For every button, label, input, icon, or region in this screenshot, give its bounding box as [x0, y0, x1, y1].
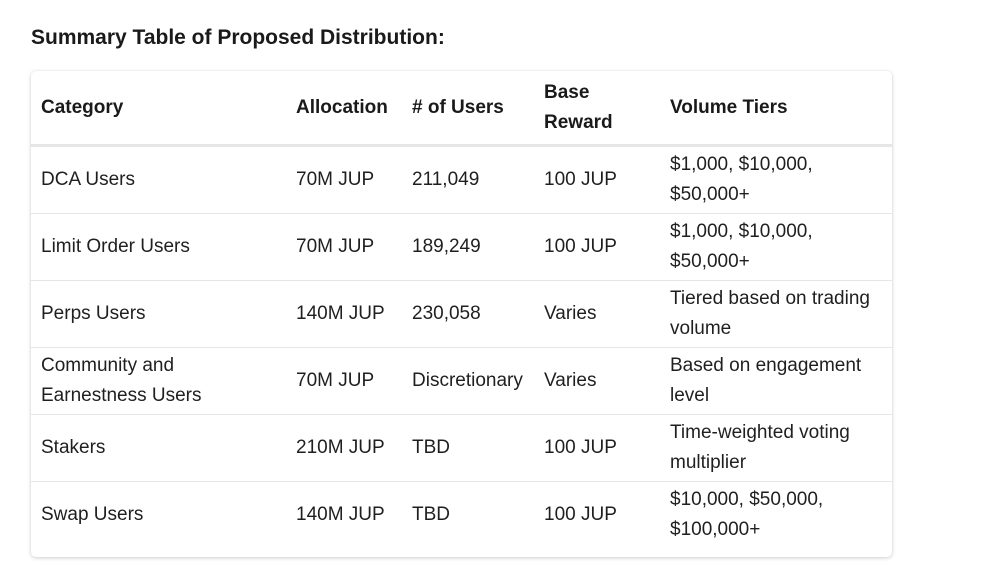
cell-allocation: 210M JUP	[286, 414, 402, 482]
cell-users: 230,058	[402, 280, 534, 348]
cell-allocation: 140M JUP	[296, 504, 385, 525]
cell-base-reward: 100 JUP	[534, 213, 660, 281]
header-allocation: Allocation	[286, 71, 402, 147]
cell-category: Stakers	[31, 414, 286, 482]
cell-users: 211,049	[402, 145, 534, 214]
header-category: Category	[31, 71, 286, 147]
header-volume-tiers: Volume Tiers	[660, 71, 892, 147]
cell-allocation: 70M JUP	[286, 145, 402, 214]
distribution-table-card: Category Allocation # of Users Base Rewa…	[31, 71, 892, 557]
cell-volume-tiers: Tiered based on trading volume	[660, 280, 892, 348]
distribution-table: Category Allocation # of Users Base Rewa…	[31, 71, 892, 548]
cell-category: Limit Order Users	[31, 213, 286, 281]
cell-category: Community and Earnestness Users	[31, 347, 286, 415]
cell-volume-tiers: $1,000, $10,000, $50,000+	[660, 213, 892, 281]
header-base-reward: Base Reward	[534, 71, 660, 147]
cell-base-reward: 100 JUP	[534, 145, 660, 214]
table-row: DCA Users 70M JUP 211,049 100 JUP $1,000…	[31, 145, 892, 214]
cell-volume-tiers: Based on engagement level	[660, 347, 892, 415]
table-row: Perps Users 140M JUP 230,058 Varies Tier…	[31, 280, 892, 348]
cell-category: Perps Users	[31, 280, 286, 348]
cell-base-reward: Varies	[534, 280, 660, 348]
cell-volume-tiers: $10,000, $50,000, $100,000+	[670, 489, 824, 540]
cell-users: Discretionary	[402, 347, 534, 415]
cell-allocation: 70M JUP	[286, 347, 402, 415]
cell-category: DCA Users	[31, 145, 286, 214]
cell-base-reward: 100 JUP	[534, 414, 660, 482]
cell-users: TBD	[402, 414, 534, 482]
cell-allocation: 70M JUP	[286, 213, 402, 281]
table-row: Limit Order Users 70M JUP 189,249 100 JU…	[31, 213, 892, 281]
cell-volume-tiers: Time-weighted voting multiplier	[660, 414, 892, 482]
cell-allocation: 140M JUP	[286, 280, 402, 348]
cell-users: 189,249	[402, 213, 534, 281]
page-title: Summary Table of Proposed Distribution:	[31, 26, 445, 49]
cell-volume-tiers: $1,000, $10,000, $50,000+	[660, 145, 892, 214]
table-row: Stakers 210M JUP TBD 100 JUP Time-weight…	[31, 414, 892, 482]
table-row: Community and Earnestness Users 70M JUP …	[31, 347, 892, 415]
cell-base-reward: Varies	[534, 347, 660, 415]
header-users: # of Users	[402, 71, 534, 147]
cell-users: TBD	[412, 504, 450, 525]
table-header-row: Category Allocation # of Users Base Rewa…	[31, 71, 892, 147]
table-row: Swap Users 140M JUP TBD 100 JUP $10,000,…	[31, 482, 892, 549]
cell-base-reward: 100 JUP	[544, 504, 617, 525]
cell-category: Swap Users	[41, 504, 144, 525]
